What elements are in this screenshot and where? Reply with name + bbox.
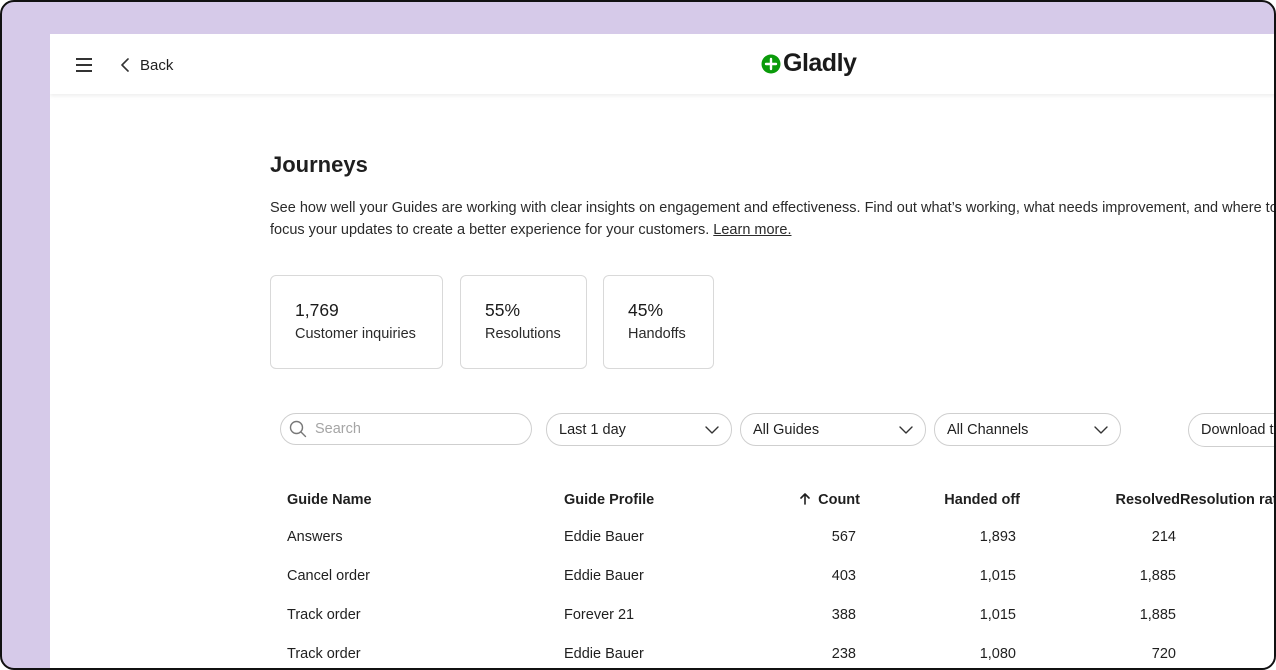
- cell-handed-off: 1,015: [979, 606, 1016, 623]
- chevron-down-icon: [1094, 425, 1108, 434]
- search-input[interactable]: [313, 420, 517, 438]
- learn-more-link[interactable]: Learn more.: [713, 222, 792, 238]
- plus-circle-logo-icon: [761, 54, 781, 73]
- cell-count: 403: [831, 567, 856, 584]
- count-header-label: Count: [818, 491, 860, 508]
- app-window: Back Gladly Journeys See how well your G…: [50, 34, 1276, 668]
- cell-guide-profile: Forever 21: [564, 606, 635, 623]
- column-header-resolution-rate[interactable]: Resolution rate: [1180, 491, 1276, 508]
- guides-dropdown[interactable]: All Guides: [740, 413, 926, 446]
- logo-text: Gladly: [783, 49, 857, 77]
- cell-guide-name: Track order: [287, 606, 361, 623]
- description-text: See how well your Guides are working wit…: [270, 200, 1276, 238]
- download-table-button[interactable]: Download table: [1188, 413, 1274, 447]
- sort-arrow-up-icon: [800, 492, 810, 505]
- stat-card-resolutions: 55% Resolutions: [460, 275, 587, 369]
- cell-resolved: 1,885: [1139, 567, 1176, 584]
- cell-count: 567: [831, 528, 856, 545]
- chevron-down-icon: [899, 425, 913, 434]
- cell-handed-off: 1,015: [979, 567, 1016, 584]
- cell-count: 238: [831, 645, 856, 662]
- table-row[interactable]: Track order Forever 21 388 1,015 1,885: [287, 595, 1274, 634]
- stat-label: Customer inquiries: [295, 326, 416, 342]
- back-button[interactable]: Back: [120, 54, 173, 76]
- stat-card-customer-inquiries: 1,769 Customer inquiries: [270, 275, 443, 369]
- search-box: [280, 413, 532, 445]
- cell-resolution-rate: [1180, 556, 1274, 595]
- hamburger-menu-icon[interactable]: [76, 56, 94, 72]
- channels-value: All Channels: [947, 421, 1029, 438]
- cell-resolved: 720: [1151, 645, 1176, 662]
- cell-guide-profile: Eddie Bauer: [564, 567, 644, 584]
- cell-guide-name: Answers: [287, 528, 343, 545]
- page-title: Journeys: [270, 152, 368, 177]
- date-range-value: Last 1 day: [559, 421, 626, 438]
- page-description: See how well your Guides are working wit…: [270, 197, 1276, 241]
- back-label: Back: [140, 56, 174, 74]
- date-range-dropdown[interactable]: Last 1 day: [546, 413, 732, 446]
- stat-value: 1,769: [295, 300, 339, 320]
- cell-resolution-rate: [1180, 595, 1274, 634]
- column-header-handed-off[interactable]: Handed off: [944, 491, 1020, 508]
- stat-label: Resolutions: [485, 326, 561, 342]
- table-header-row: Guide Name Guide Profile Count Handed of…: [287, 482, 1276, 517]
- column-header-resolved[interactable]: Resolved: [1115, 491, 1180, 508]
- chevron-left-icon: [121, 58, 129, 72]
- table-row[interactable]: Cancel order Eddie Bauer 403 1,015 1,885: [287, 556, 1274, 595]
- guides-table: Guide Name Guide Profile Count Handed of…: [287, 482, 1276, 668]
- cell-handed-off: 1,080: [979, 645, 1016, 662]
- cell-count: 388: [831, 606, 856, 623]
- cell-resolution-rate: [1180, 634, 1274, 668]
- cell-resolved: 1,885: [1139, 606, 1176, 623]
- column-header-count[interactable]: Count: [724, 482, 860, 517]
- cell-guide-profile: Eddie Bauer: [564, 528, 644, 545]
- cell-guide-name: Track order: [287, 645, 361, 662]
- cell-guide-name: Cancel order: [287, 567, 371, 584]
- table-row[interactable]: Track order Eddie Bauer 238 1,080 720: [287, 634, 1274, 668]
- table-row[interactable]: Answers Eddie Bauer 567 1,893 214: [287, 517, 1274, 556]
- stat-value: 55%: [485, 300, 521, 320]
- cell-resolution-rate: [1180, 517, 1274, 556]
- cell-handed-off: 1,893: [979, 528, 1016, 545]
- cell-guide-profile: Eddie Bauer: [564, 645, 644, 662]
- chevron-down-icon: [705, 425, 719, 434]
- top-navigation-bar: Back Gladly: [50, 34, 1274, 94]
- stat-card-handoffs: 45% Handoffs: [603, 275, 714, 369]
- column-header-guide-name[interactable]: Guide Name: [287, 491, 372, 508]
- search-icon: [289, 420, 307, 438]
- column-header-guide-profile[interactable]: Guide Profile: [564, 491, 655, 508]
- gladly-logo: Gladly: [761, 49, 857, 78]
- channels-dropdown[interactable]: All Channels: [934, 413, 1121, 446]
- guides-value: All Guides: [753, 421, 820, 438]
- cell-resolved: 214: [1151, 528, 1176, 545]
- stat-label: Handoffs: [628, 326, 686, 342]
- stat-value: 45%: [628, 300, 664, 320]
